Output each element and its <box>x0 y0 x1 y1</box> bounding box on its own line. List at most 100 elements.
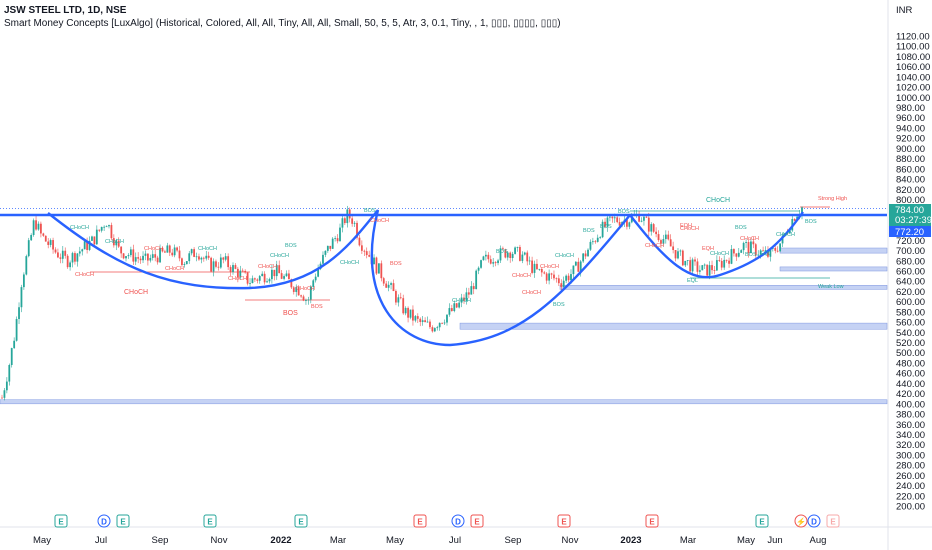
earnings-icon[interactable]: E <box>116 514 130 528</box>
earnings-icon[interactable]: E <box>826 514 840 528</box>
y-tick-label: 680.00 <box>896 256 925 267</box>
candle-body <box>523 252 526 255</box>
candle-body <box>263 273 266 283</box>
choch-label: CHoCH <box>70 225 89 231</box>
earnings-icon[interactable]: E <box>294 514 308 528</box>
y-tick-label: 640.00 <box>896 277 925 288</box>
indicator-title[interactable]: Smart Money Concepts [LuxAlgo] (Historic… <box>4 18 561 29</box>
candle-body <box>161 247 164 252</box>
y-tick-label: 480.00 <box>896 358 925 369</box>
candle-body <box>643 216 645 221</box>
y-tick-label: 520.00 <box>896 338 925 349</box>
y-tick-label: 220.00 <box>896 491 925 502</box>
candle-body <box>305 300 307 301</box>
candle-body <box>251 278 254 284</box>
candle-body <box>139 258 142 261</box>
candle-body <box>275 265 278 277</box>
candle-body <box>40 223 42 234</box>
earnings-icon[interactable]: E <box>203 514 217 528</box>
candle-body <box>499 248 502 261</box>
candle-body <box>448 308 451 315</box>
bos-label: BOS <box>553 302 565 308</box>
candle-body <box>779 243 782 252</box>
candle-body <box>745 242 747 243</box>
candle-body <box>78 251 81 254</box>
chart-header: JSW STEEL LTD, 1D, NSE Smart Money Conce… <box>4 4 561 30</box>
candle-body <box>258 276 261 281</box>
candle-body <box>35 220 37 230</box>
candle-body <box>684 260 687 266</box>
choch-label: CHoCH <box>370 218 389 224</box>
candle-body <box>752 241 755 245</box>
smc-other-label: Weak Low <box>818 284 844 290</box>
dividend-icon[interactable]: D <box>451 514 465 528</box>
candle-body <box>149 257 152 261</box>
candle-body <box>195 256 198 258</box>
candle-body <box>244 270 247 273</box>
x-tick-label: Jul <box>95 535 107 546</box>
candle-body <box>98 229 101 231</box>
candle-body <box>222 257 225 260</box>
event-marker-text: E <box>830 518 836 527</box>
event-marker-text: E <box>759 518 765 527</box>
bos-label: BOS <box>390 261 402 267</box>
candle-body <box>246 272 249 284</box>
candle-body <box>754 244 757 256</box>
earnings-icon[interactable]: E <box>413 514 427 528</box>
bos-label: BOS <box>285 243 297 249</box>
candle-body <box>419 318 422 322</box>
event-marker-text: E <box>561 518 567 527</box>
candle-body <box>215 261 217 267</box>
candle-body <box>669 239 672 247</box>
candle-body <box>8 364 11 382</box>
candle-body <box>482 256 485 261</box>
y-tick-label: 1060.00 <box>896 62 930 73</box>
candle-body <box>110 225 113 239</box>
dividend-icon[interactable]: D <box>97 514 111 528</box>
x-tick-label: May <box>737 535 755 546</box>
cup-curves <box>0 209 887 347</box>
candle-body <box>375 257 378 274</box>
candle-body <box>463 297 465 301</box>
dividend-icon[interactable]: D <box>807 514 821 528</box>
bos-label: BOS <box>583 228 595 234</box>
candle-body <box>353 222 356 224</box>
y-tick-label: 240.00 <box>896 481 925 492</box>
candle-body <box>278 265 281 274</box>
candle-body <box>424 320 427 323</box>
candle-body <box>407 307 409 318</box>
candle-body <box>443 322 446 324</box>
candle-body <box>599 237 602 239</box>
candle-body <box>487 254 490 260</box>
earnings-icon[interactable]: E <box>470 514 484 528</box>
candle-body <box>698 270 701 272</box>
candle-body <box>472 286 475 290</box>
earnings-icon[interactable]: E <box>54 514 68 528</box>
candle-body <box>183 264 186 266</box>
choch-label: CHoCH <box>228 276 247 282</box>
event-marker-shape <box>755 514 769 528</box>
event-marker-shape <box>826 514 840 528</box>
candle-body <box>626 219 628 227</box>
earnings-icon[interactable]: E <box>557 514 571 528</box>
candle-body <box>125 256 127 259</box>
candle-body <box>137 257 140 259</box>
candle-body <box>567 275 570 281</box>
earnings-icon[interactable]: E <box>645 514 659 528</box>
candle-body <box>86 241 89 250</box>
y-tick-label: 660.00 <box>896 267 925 278</box>
symbol-title[interactable]: JSW STEEL LTD, 1D, NSE <box>4 5 127 16</box>
x-tick-label: Nov <box>562 535 579 546</box>
candle-body <box>341 218 344 228</box>
y-axis: INR200.00220.00240.00260.00280.00300.003… <box>896 5 930 513</box>
x-axis: May Jul Sep Nov 2022 Mar May Jul Sep Nov 2023 Mar Ma… <box>33 535 826 546</box>
candle-body <box>767 250 769 257</box>
split-icon[interactable]: ⚡ <box>794 514 808 528</box>
earnings-icon[interactable]: E <box>755 514 769 528</box>
candle-body <box>334 238 337 239</box>
order-block <box>779 266 888 272</box>
candle-body <box>207 255 210 258</box>
x-tick-label: Nov <box>211 535 228 546</box>
